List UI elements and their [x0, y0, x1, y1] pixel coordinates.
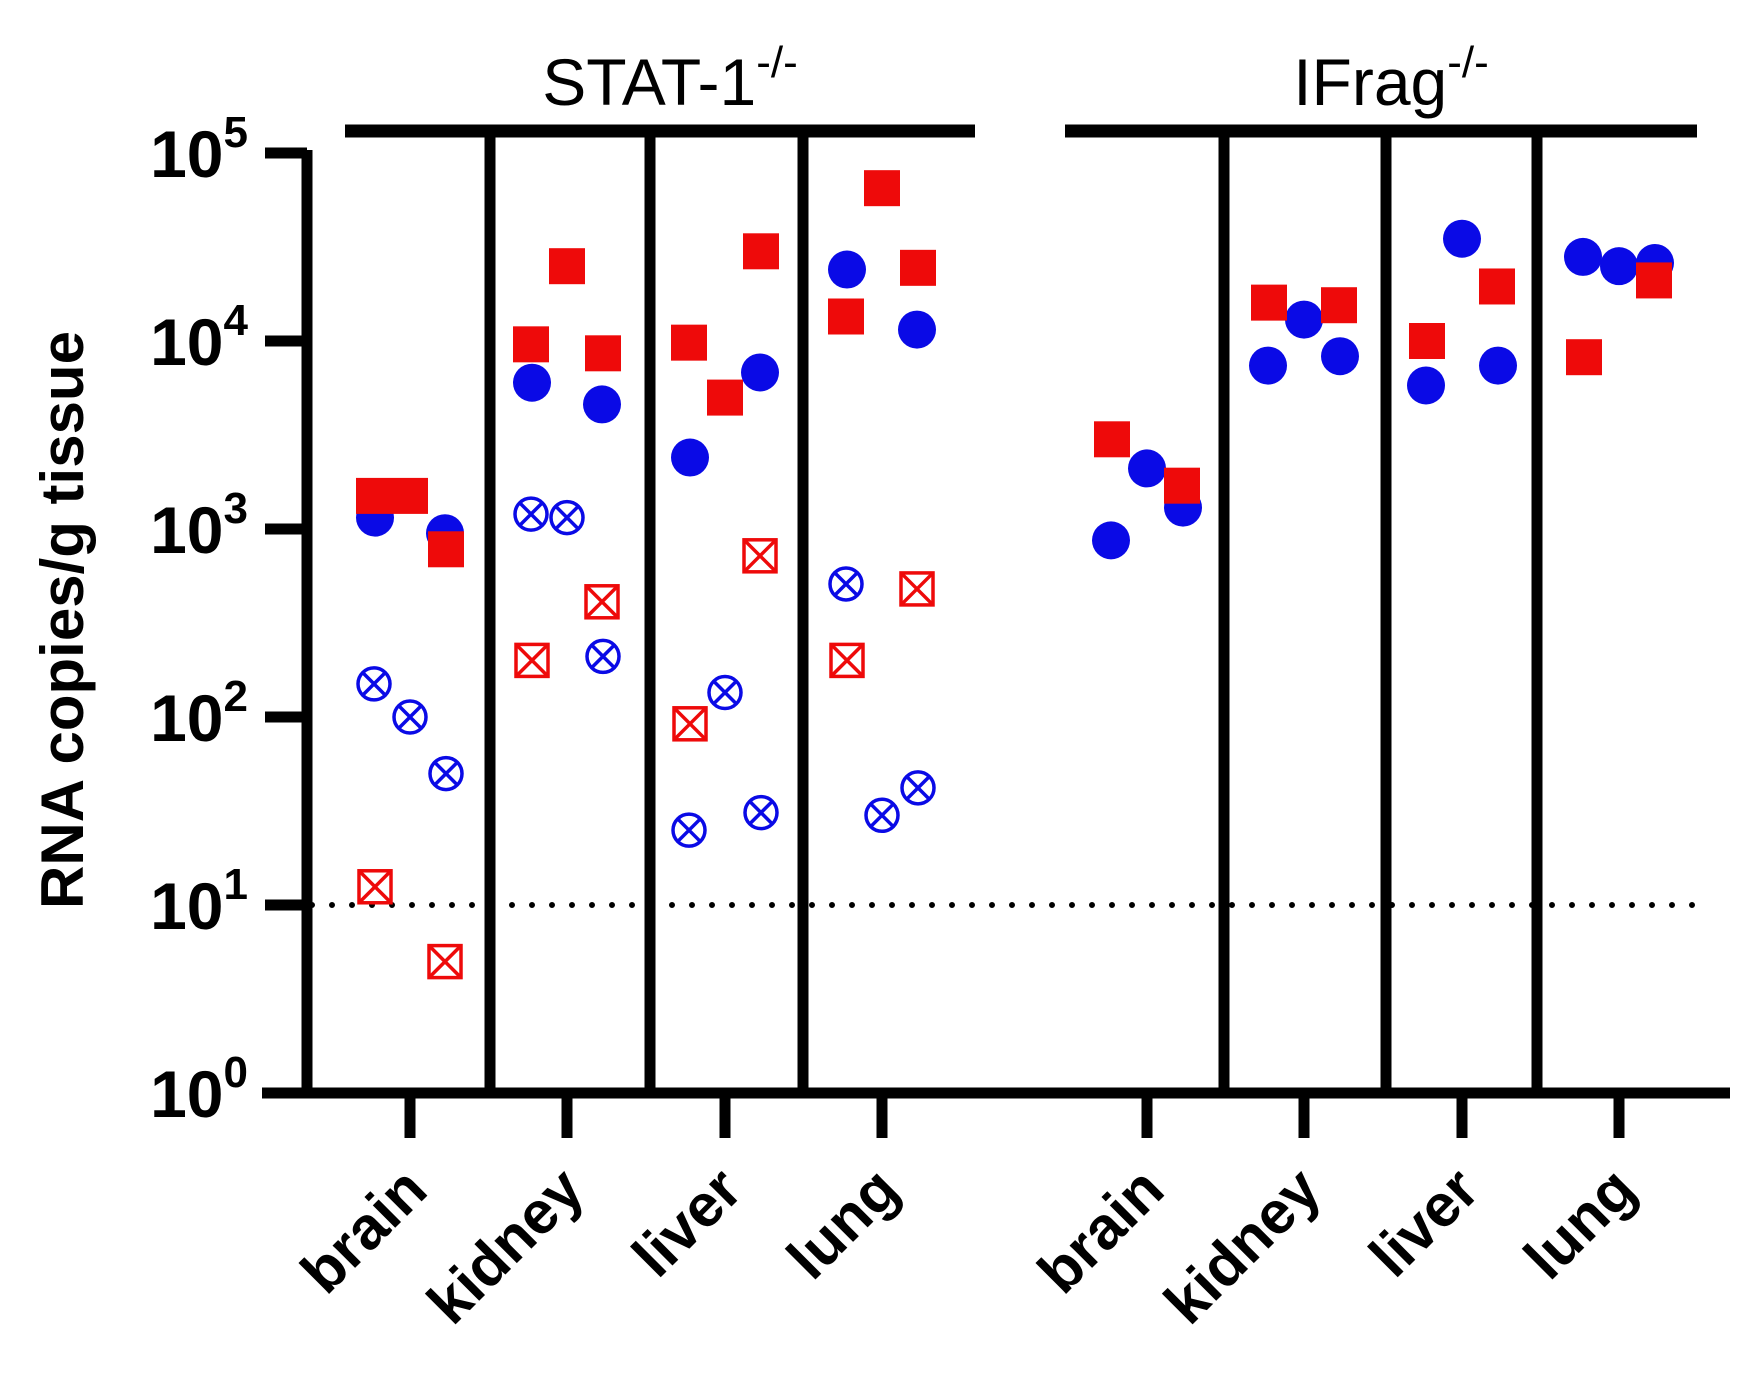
- category-label-lung: lung: [1511, 1155, 1648, 1292]
- point-square-x: [829, 642, 865, 679]
- point-circle-x: [513, 496, 549, 532]
- point-circle: [1249, 346, 1287, 385]
- point-square: [900, 249, 936, 286]
- point-square-x: [899, 571, 935, 607]
- category-label-liver: liver: [1357, 1155, 1492, 1290]
- point-circle: [1600, 247, 1638, 286]
- group-label: IFrag-/-: [1293, 38, 1489, 119]
- y-tick-label: 105: [150, 108, 248, 191]
- category-label-brain: brain: [1025, 1155, 1176, 1306]
- point-circle: [1479, 346, 1517, 385]
- point-circle: [583, 385, 621, 424]
- point-circle: [828, 250, 866, 289]
- point-circle: [1092, 521, 1130, 560]
- point-square: [513, 326, 549, 363]
- point-square: [828, 298, 864, 335]
- point-square-x: [514, 642, 550, 679]
- point-circle-x: [743, 794, 779, 831]
- point-square: [356, 477, 392, 514]
- category-label-kidney: kidney: [414, 1154, 596, 1336]
- y-tick-label: 103: [150, 484, 248, 567]
- point-circle: [1407, 366, 1445, 405]
- point-square: [671, 324, 707, 361]
- category-label-kidney: kidney: [1151, 1154, 1333, 1336]
- point-square: [1636, 262, 1672, 299]
- point-circle-x: [585, 638, 621, 675]
- point-circle-x: [428, 755, 464, 792]
- y-tick-label: 100: [150, 1048, 248, 1131]
- data-points: [356, 170, 1674, 980]
- point-square-x: [427, 943, 463, 980]
- point-square: [585, 335, 621, 372]
- point-circle-x: [356, 666, 392, 702]
- point-square: [1164, 467, 1200, 504]
- point-square: [1566, 339, 1602, 376]
- y-axis-label: RNA copies/g tissue: [29, 331, 96, 909]
- point-square-x: [742, 538, 778, 574]
- chart-frame: [262, 124, 1730, 1099]
- point-square: [1251, 284, 1287, 321]
- point-square: [707, 379, 743, 416]
- point-square: [392, 477, 428, 514]
- category-label-brain: brain: [288, 1155, 439, 1306]
- point-circle: [1564, 237, 1602, 276]
- point-circle: [1128, 449, 1166, 488]
- point-circle: [671, 438, 709, 477]
- point-square: [1321, 287, 1357, 324]
- category-label-lung: lung: [774, 1155, 911, 1292]
- point-circle: [1443, 219, 1481, 258]
- point-circle-x: [828, 566, 864, 602]
- y-tick-label: 101: [150, 860, 248, 943]
- y-tick-label: 102: [150, 672, 248, 755]
- group-labels: STAT-1-/- IFrag-/-: [542, 38, 1489, 119]
- point-square: [428, 531, 464, 568]
- point-circle: [1285, 300, 1323, 339]
- point-circle-x: [707, 674, 743, 711]
- point-circle-x: [864, 797, 900, 834]
- group-label: STAT-1-/-: [542, 38, 797, 119]
- point-circle-x: [671, 812, 707, 848]
- point-square-x: [584, 584, 620, 620]
- point-square: [549, 248, 585, 285]
- point-square: [1479, 268, 1515, 305]
- point-circle-x: [549, 499, 585, 536]
- point-square: [1094, 421, 1130, 458]
- point-square-x: [672, 706, 708, 742]
- point-circle-x: [392, 699, 428, 735]
- point-square: [743, 233, 779, 270]
- y-tick-label: 104: [150, 296, 248, 379]
- y-axis-ticks: 100 101 102 103 104 105: [150, 108, 307, 1131]
- point-circle: [898, 310, 936, 349]
- point-square: [1409, 323, 1445, 359]
- point-circle-x: [900, 770, 936, 806]
- point-circle: [741, 353, 779, 392]
- point-square: [864, 170, 900, 207]
- point-circle: [1321, 337, 1359, 376]
- category-label-liver: liver: [620, 1155, 755, 1290]
- point-circle: [513, 363, 551, 402]
- point-square-x: [357, 869, 393, 905]
